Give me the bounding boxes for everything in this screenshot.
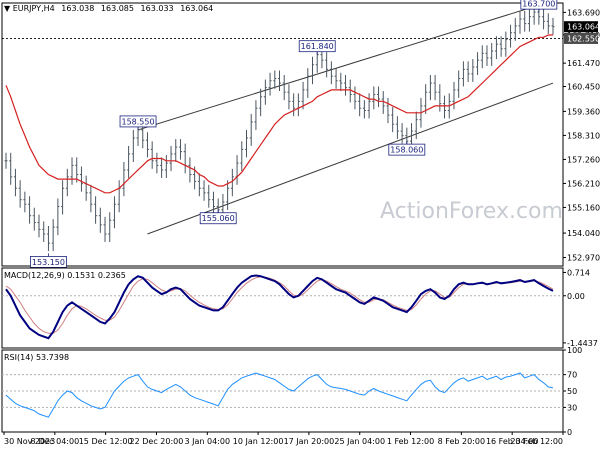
x-tick-label: 30 Nov 2023 — [4, 437, 55, 446]
y-tick-label: 160.450 — [567, 82, 600, 91]
high-value: 163.085 — [101, 4, 134, 13]
current-price-tag: 163.064 — [567, 23, 600, 32]
panel-frame — [1, 267, 564, 349]
x-tick-label: 8 Feb 20:00 — [438, 437, 485, 446]
x-tick-label: 15 Dec 12:00 — [79, 437, 133, 446]
swing-label: 153.150 — [30, 253, 67, 268]
macd-plot-area — [2, 274, 563, 340]
x-tick-label: 16 Feb 04:00 — [486, 437, 538, 446]
y-tick-label: 154.040 — [567, 229, 600, 238]
rsi-panel: 100 70 50 30 0 — [1, 346, 582, 437]
y-tick-label: 156.210 — [567, 179, 600, 188]
y-tick-label: 155.160 — [567, 203, 600, 212]
y-tick-label: 30 — [567, 403, 577, 412]
level-price-tag-bg — [564, 32, 598, 44]
channel-upper-line — [137, 3, 548, 131]
watermark: ActionForex.com — [380, 199, 563, 224]
x-tick-label: 22 Dec 20:00 — [130, 437, 184, 446]
x-tick-label: 17 Jan 20:00 — [284, 437, 335, 446]
swing-label-box — [30, 256, 67, 268]
swing-label-box — [388, 143, 426, 156]
x-tick-label: 10 Jan 12:00 — [233, 437, 284, 446]
signal-line — [5, 276, 554, 334]
channel-lower-line — [147, 82, 554, 235]
panel-frame — [1, 2, 564, 267]
macd-panel: 0.714 0.00 -1.4437 — [1, 267, 598, 349]
swing-label: 158.060 — [388, 141, 426, 156]
x-tick-label: 23 Feb 12:00 — [511, 437, 563, 446]
rsi-line — [5, 372, 554, 418]
swing-label-text: 153.150 — [32, 258, 65, 267]
swing-label-box — [199, 212, 237, 225]
y-tick-label: 100 — [567, 346, 582, 355]
x-tick-label: 25 Jan 04:00 — [334, 437, 385, 446]
symbol-title: EURJPY,H4 — [13, 4, 55, 13]
rsi-plot-area — [2, 372, 563, 418]
swing-label: 158.550 — [119, 115, 157, 130]
y-tick-label: 70 — [567, 371, 577, 380]
swing-label-box — [298, 40, 336, 53]
y-tick-label: 0.00 — [567, 292, 585, 301]
y-tick-label: 159.360 — [567, 107, 600, 116]
level-price-tag: 162.550 — [567, 34, 600, 43]
swing-label-text: 161.840 — [301, 42, 334, 51]
swing-label-box — [119, 115, 157, 128]
y-tick-label: 157.260 — [567, 155, 600, 164]
macd-line — [5, 274, 554, 340]
swing-label-text: 155.060 — [202, 214, 235, 223]
swing-label: 163.700 — [520, 0, 558, 13]
rsi-panel-title: RSI(14) 53.7398 — [4, 353, 69, 362]
x-tick-label: 1 Feb 12:00 — [387, 437, 434, 446]
x-tick-label: 8 Dec 04:00 — [30, 437, 79, 446]
y-tick-label: 0.714 — [567, 268, 590, 277]
open-value: 163.038 — [61, 4, 94, 13]
current-price-tag-bg — [564, 21, 598, 33]
swing-label-text: 158.060 — [390, 146, 423, 155]
moving-average-line — [5, 34, 553, 194]
y-tick-label: 161.470 — [567, 59, 600, 68]
y-tick-label: -1.4437 — [567, 339, 598, 348]
close-value: 163.064 — [180, 4, 213, 13]
macd-panel-title: MACD(12,26,9) 0.1531 0.2365 — [4, 271, 126, 280]
swing-label-text: 158.550 — [121, 117, 154, 126]
swing-label-box — [520, 0, 558, 10]
y-tick-label: 50 — [567, 387, 577, 396]
price-panel-title: ▼ EURJPY,H4 163.038 163.085 163.033 163.… — [4, 4, 213, 13]
price-panel: 163.690162.710161.470160.450159.360158.3… — [1, 0, 600, 268]
swing-label: 161.840 — [298, 40, 336, 55]
price-plot-area — [2, 3, 563, 252]
y-tick-label: 0 — [567, 428, 572, 437]
swing-label: 155.060 — [199, 209, 237, 225]
x-tick-label: 3 Jan 04:00 — [184, 437, 230, 446]
y-tick-label: 152.970 — [567, 254, 600, 263]
y-tick-label: 158.310 — [567, 131, 600, 140]
low-value: 163.033 — [141, 4, 174, 13]
symbol-indicator-icon: ▼ — [4, 4, 13, 13]
y-tick-label: 163.690 — [567, 8, 600, 17]
swing-label-text: 163.700 — [522, 0, 555, 9]
